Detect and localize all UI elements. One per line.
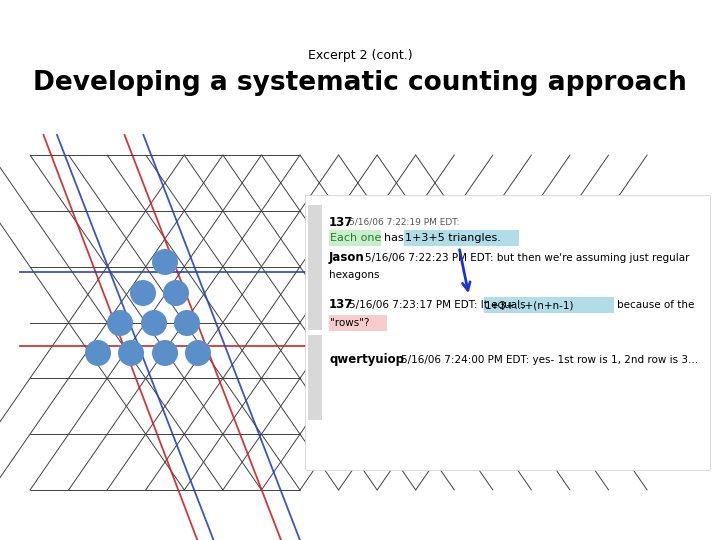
Bar xyxy=(404,230,519,246)
Text: 137: 137 xyxy=(329,299,354,312)
Bar xyxy=(329,230,381,246)
Text: 5/16/06 7:23:17 PM EDT: It equals: 5/16/06 7:23:17 PM EDT: It equals xyxy=(349,300,526,310)
Circle shape xyxy=(85,340,111,366)
Text: qwertyuiop: qwertyuiop xyxy=(329,354,404,367)
Bar xyxy=(329,315,387,331)
Text: 5/16/06 7:22:23 PM EDT: but then we're assuming just regular: 5/16/06 7:22:23 PM EDT: but then we're a… xyxy=(365,253,690,263)
Text: Jason: Jason xyxy=(329,252,365,265)
Text: because of the: because of the xyxy=(617,300,694,310)
Bar xyxy=(308,205,322,330)
Text: Excerpt 2 (cont.): Excerpt 2 (cont.) xyxy=(307,49,413,62)
Circle shape xyxy=(107,310,133,336)
Circle shape xyxy=(163,280,189,306)
Circle shape xyxy=(130,280,156,306)
Text: has: has xyxy=(384,233,404,243)
Text: Developing a systematic counting approach: Developing a systematic counting approac… xyxy=(33,70,687,96)
Bar xyxy=(308,335,322,420)
Circle shape xyxy=(141,310,167,336)
Bar xyxy=(484,297,614,313)
Text: Each one: Each one xyxy=(330,233,382,243)
Text: hexagons: hexagons xyxy=(329,270,379,280)
Circle shape xyxy=(152,249,178,275)
Text: 137: 137 xyxy=(329,215,354,228)
Text: 1+3+5 triangles.: 1+3+5 triangles. xyxy=(405,233,501,243)
Text: 1+3+...+(n+n-1): 1+3+...+(n+n-1) xyxy=(485,300,575,310)
Circle shape xyxy=(174,310,200,336)
Circle shape xyxy=(185,340,211,366)
Text: 5/16/06 7:22:19 PM EDT:: 5/16/06 7:22:19 PM EDT: xyxy=(349,218,459,226)
Bar xyxy=(305,195,710,470)
Circle shape xyxy=(118,340,144,366)
Text: 5/16/06 7:24:00 PM EDT: yes- 1st row is 1, 2nd row is 3...: 5/16/06 7:24:00 PM EDT: yes- 1st row is … xyxy=(401,355,698,365)
Text: "rows"?: "rows"? xyxy=(330,318,369,328)
Circle shape xyxy=(152,340,178,366)
